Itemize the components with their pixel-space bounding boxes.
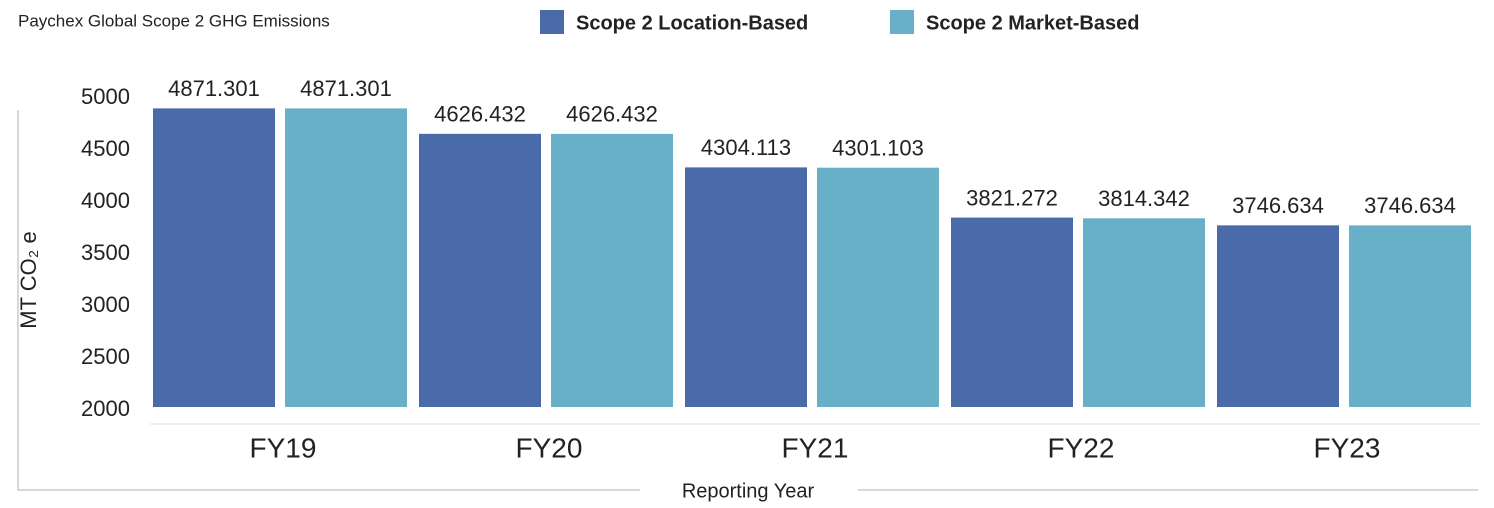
x-tick-label: FY19: [250, 432, 317, 463]
frame-line: [17, 110, 1478, 491]
legend-swatch: [540, 10, 564, 34]
bar: [419, 133, 541, 407]
y-tick-label: 3000: [81, 292, 130, 317]
value-label: 3821.272: [966, 185, 1058, 210]
x-tick-label: FY21: [782, 432, 849, 463]
x-tick-label: FY23: [1314, 432, 1381, 463]
y-tick-label: 4500: [81, 136, 130, 161]
legend-swatch: [890, 10, 914, 34]
chart-title: Paychex Global Scope 2 GHG Emissions: [18, 11, 330, 30]
bar: [951, 217, 1073, 407]
y-tick-label: 4000: [81, 188, 130, 213]
y-tick-label: 2500: [81, 344, 130, 369]
value-label: 4304.113: [701, 135, 791, 160]
bar: [153, 108, 275, 407]
value-label: 4626.432: [566, 102, 658, 127]
bar: [1349, 225, 1471, 407]
legend-label: Scope 2 Market-Based: [926, 12, 1139, 34]
bar: [285, 108, 407, 407]
value-label: 3814.342: [1098, 186, 1190, 211]
x-tick-label: FY22: [1048, 432, 1115, 463]
value-label: 4871.301: [168, 76, 260, 101]
value-label: 4301.103: [832, 135, 924, 160]
y-tick-label: 3500: [81, 240, 130, 265]
bar: [1083, 218, 1205, 407]
value-label: 3746.634: [1232, 193, 1324, 218]
y-axis-label: MT CO₂ e: [16, 231, 41, 328]
value-label: 3746.634: [1364, 193, 1456, 218]
x-axis-label: Reporting Year: [682, 480, 815, 502]
bar: [685, 167, 807, 407]
value-label: 4871.301: [300, 76, 392, 101]
bar: [1217, 225, 1339, 407]
y-tick-label: 2000: [81, 396, 130, 421]
y-tick-label: 5000: [81, 84, 130, 109]
legend-label: Scope 2 Location-Based: [576, 12, 808, 34]
value-label: 4626.432: [434, 102, 526, 127]
x-tick-label: FY20: [516, 432, 583, 463]
bar: [551, 133, 673, 407]
bar: [817, 167, 939, 407]
